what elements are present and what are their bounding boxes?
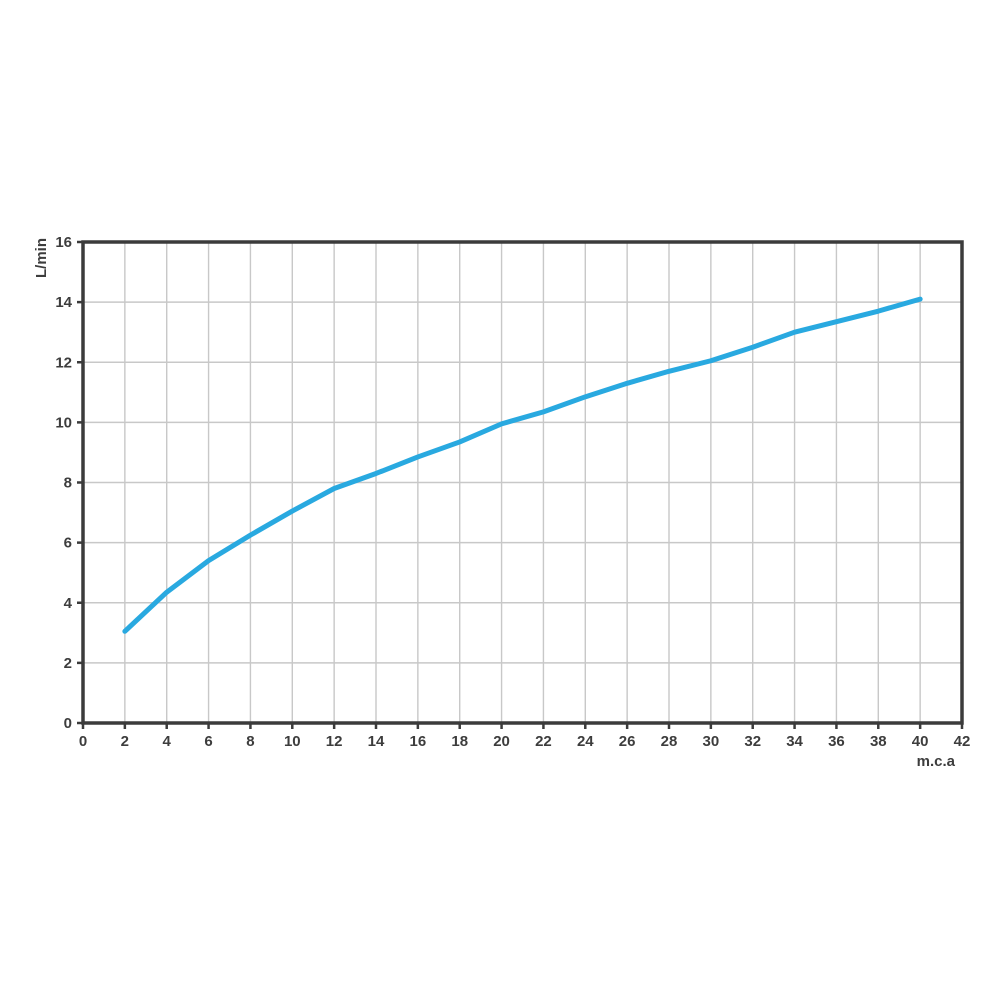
x-tick-label: 22 — [535, 733, 552, 750]
x-tick-label: 26 — [619, 733, 636, 750]
x-tick-label: 30 — [703, 733, 720, 750]
x-tick-label: 14 — [368, 733, 385, 750]
tick-labels: 0 2 4 6 8 10 12 14 16 18 20 22 24 26 28 30 32 34 36 38 40 420… — [55, 234, 970, 750]
x-tick-label: 28 — [661, 733, 678, 750]
y-tick-label: 2 — [64, 655, 72, 672]
x-axis-title: m.c.a — [916, 753, 955, 770]
x-tick-label: 20 — [493, 733, 510, 750]
x-tick-label: 18 — [451, 733, 468, 750]
y-tick-label: 14 — [55, 294, 72, 311]
x-tick-label: 16 — [410, 733, 427, 750]
tick-marks — [77, 240, 964, 729]
x-tick-label: 38 — [870, 733, 887, 750]
x-tick-label: 8 — [246, 733, 254, 750]
y-axis-title: L/min — [33, 238, 50, 278]
y-tick-label: 16 — [55, 234, 72, 251]
x-tick-label: 0 — [79, 733, 87, 750]
x-tick-label: 34 — [786, 733, 803, 750]
y-tick-label: 0 — [64, 715, 72, 732]
y-tick-label: 4 — [64, 595, 73, 612]
x-tick-label: 24 — [577, 733, 594, 750]
x-tick-label: 40 — [912, 733, 929, 750]
x-tick-label: 10 — [284, 733, 301, 750]
y-tick-label: 6 — [64, 535, 72, 552]
series-curve-flow-rate-vs-head — [122, 296, 923, 634]
x-tick-label: 12 — [326, 733, 343, 750]
x-tick-label: 4 — [163, 733, 172, 750]
x-tick-label: 32 — [744, 733, 761, 750]
y-tick-label: 12 — [55, 354, 72, 371]
y-tick-label: 8 — [64, 475, 72, 492]
y-tick-label: 10 — [55, 414, 72, 431]
x-tick-label: 36 — [828, 733, 845, 750]
x-tick-label: 6 — [204, 733, 212, 750]
gridlines — [83, 242, 962, 723]
x-tick-label: 2 — [121, 733, 129, 750]
x-tick-label: 42 — [954, 733, 971, 750]
